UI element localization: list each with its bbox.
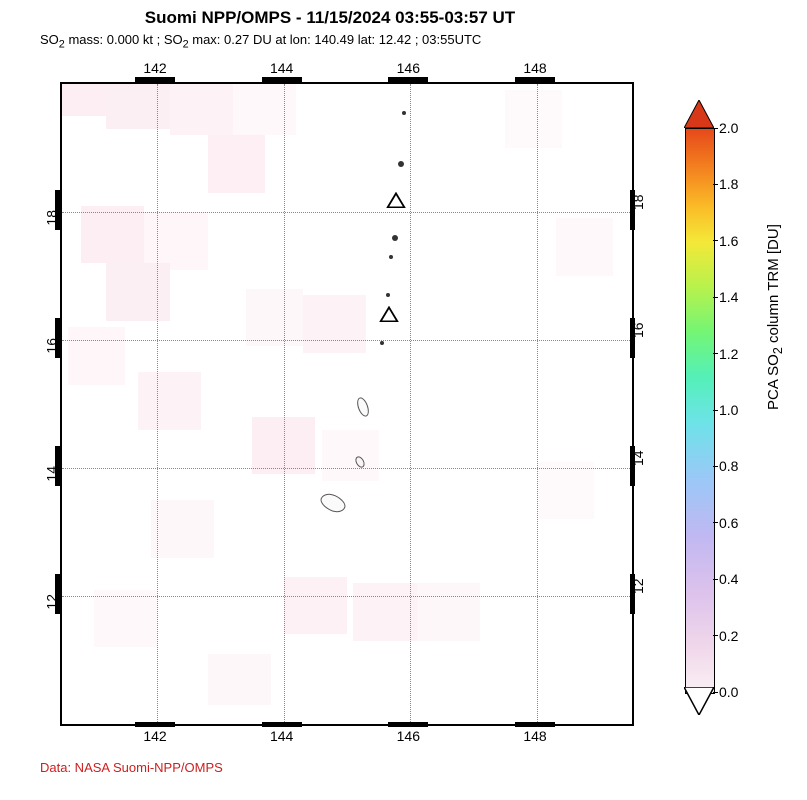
heatmap-cell bbox=[353, 583, 416, 641]
heatmap-cell bbox=[322, 430, 379, 481]
colorbar-tick-label: 1.4 bbox=[719, 289, 738, 305]
gridline-horizontal bbox=[62, 596, 632, 597]
gridline-horizontal bbox=[62, 212, 632, 213]
colorbar-tick-label: 0.8 bbox=[719, 458, 738, 474]
island-outline bbox=[318, 490, 348, 515]
axis-tick-block bbox=[630, 318, 635, 358]
gridline-horizontal bbox=[62, 340, 632, 341]
heatmap-cell bbox=[81, 206, 144, 264]
x-tick-label: 144 bbox=[270, 60, 293, 76]
heatmap-cell bbox=[556, 218, 613, 276]
axis-tick-block bbox=[388, 77, 428, 82]
gridline-vertical bbox=[537, 84, 538, 724]
axis-tick-block bbox=[515, 722, 555, 727]
colorbar: 0.0 0.2 0.4 0.6 0.8 1.0 1.2 1.4 1.6 1.8 2.0 PCA SO… bbox=[685, 100, 785, 720]
x-tick-label: 148 bbox=[523, 60, 546, 76]
colorbar-tick-mark bbox=[713, 353, 718, 354]
axis-tick-block bbox=[515, 77, 555, 82]
axis-tick-block bbox=[630, 190, 635, 230]
x-tick-label: 148 bbox=[523, 728, 546, 744]
heatmap-cell bbox=[505, 90, 562, 148]
island-dot bbox=[380, 341, 384, 345]
colorbar-under-arrow-icon bbox=[684, 687, 714, 720]
heatmap-cell bbox=[417, 583, 480, 641]
island-dot bbox=[398, 161, 404, 167]
axis-tick-block bbox=[55, 190, 60, 230]
heatmap-cell bbox=[208, 135, 265, 193]
colorbar-tick-mark bbox=[713, 522, 718, 523]
heatmap-cell bbox=[106, 263, 169, 321]
x-tick-label: 142 bbox=[143, 60, 166, 76]
colorbar-label: PCA SO2 column TRM [DU] bbox=[765, 224, 785, 410]
gridline-vertical bbox=[410, 84, 411, 724]
heatmap-cell bbox=[246, 289, 303, 347]
colorbar-gradient bbox=[685, 128, 715, 694]
heatmap-cell bbox=[138, 372, 201, 430]
axis-tick-block bbox=[135, 77, 175, 82]
chart-title: Suomi NPP/OMPS - 11/15/2024 03:55-03:57 … bbox=[0, 8, 660, 28]
heatmap-cell bbox=[144, 212, 207, 270]
volcano-marker-icon bbox=[380, 306, 400, 328]
heatmap-cell bbox=[151, 500, 214, 558]
axis-tick-block bbox=[55, 318, 60, 358]
data-credit: Data: NASA Suomi-NPP/OMPS bbox=[40, 760, 223, 775]
colorbar-tick-label: 0.6 bbox=[719, 515, 738, 531]
island-dot bbox=[402, 111, 406, 115]
heatmap-cell bbox=[233, 82, 296, 135]
gridline-vertical bbox=[284, 84, 285, 724]
colorbar-tick-mark bbox=[713, 297, 718, 298]
heatmap-cell bbox=[170, 82, 233, 135]
colorbar-over-arrow-icon bbox=[684, 100, 714, 133]
heatmap-cell bbox=[303, 295, 366, 353]
colorbar-tick-mark bbox=[713, 184, 718, 185]
axis-tick-block bbox=[630, 574, 635, 614]
island-dot bbox=[386, 293, 390, 297]
map-plot-area bbox=[60, 82, 634, 726]
colorbar-tick-label: 1.0 bbox=[719, 402, 738, 418]
colorbar-tick-label: 0.0 bbox=[719, 684, 738, 700]
heatmap-cell bbox=[537, 462, 594, 520]
axis-tick-block bbox=[262, 722, 302, 727]
axis-tick-block bbox=[135, 722, 175, 727]
x-tick-label: 144 bbox=[270, 728, 293, 744]
heatmap-cell bbox=[106, 82, 169, 129]
colorbar-tick-label: 1.6 bbox=[719, 233, 738, 249]
island-dot bbox=[392, 235, 398, 241]
volcano-marker-icon bbox=[387, 192, 407, 214]
gridline-horizontal bbox=[62, 468, 632, 469]
colorbar-tick-mark bbox=[713, 635, 718, 636]
axis-tick-block bbox=[55, 446, 60, 486]
heatmap-cell bbox=[284, 577, 347, 635]
colorbar-tick-label: 2.0 bbox=[719, 120, 738, 136]
axis-tick-block bbox=[388, 722, 428, 727]
colorbar-tick-label: 0.4 bbox=[719, 571, 738, 587]
colorbar-tick-label: 1.2 bbox=[719, 346, 738, 362]
colorbar-tick-label: 0.2 bbox=[719, 628, 738, 644]
x-tick-label: 146 bbox=[397, 60, 420, 76]
x-tick-label: 142 bbox=[143, 728, 166, 744]
heatmap-cell bbox=[94, 590, 157, 648]
colorbar-tick-mark bbox=[713, 579, 718, 580]
axis-tick-block bbox=[630, 446, 635, 486]
x-tick-label: 146 bbox=[397, 728, 420, 744]
colorbar-tick-mark bbox=[713, 240, 718, 241]
heatmap-cell bbox=[68, 327, 125, 385]
colorbar-tick-label: 1.8 bbox=[719, 176, 738, 192]
axis-tick-block bbox=[262, 77, 302, 82]
island-dot bbox=[389, 255, 393, 259]
chart-subtitle: SO2 mass: 0.000 kt ; SO2 max: 0.27 DU at… bbox=[40, 32, 481, 51]
gridline-vertical bbox=[157, 84, 158, 724]
colorbar-tick-mark bbox=[713, 466, 718, 467]
island-outline bbox=[355, 396, 371, 418]
figure-container: Suomi NPP/OMPS - 11/15/2024 03:55-03:57 … bbox=[0, 0, 807, 800]
heatmap-cell bbox=[208, 654, 271, 705]
colorbar-tick-mark bbox=[713, 410, 718, 411]
axis-tick-block bbox=[55, 574, 60, 614]
